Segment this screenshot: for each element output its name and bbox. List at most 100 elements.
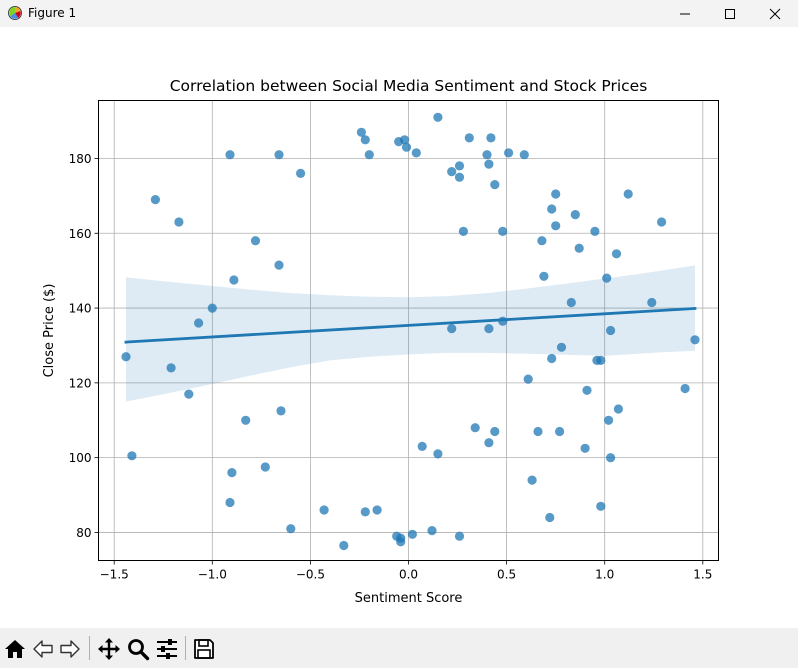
scatter-point — [458, 226, 468, 236]
confidence-band — [126, 265, 695, 402]
scatter-point — [582, 385, 592, 395]
scatter-point — [539, 271, 549, 281]
scatter-point — [486, 133, 496, 143]
scatter-point — [241, 415, 251, 425]
scatter-point — [166, 363, 176, 373]
scatter-point — [150, 195, 160, 205]
scatter-point — [184, 389, 194, 399]
scatter-point — [454, 172, 465, 182]
scatter-point — [556, 342, 567, 352]
scatter-point — [504, 148, 514, 158]
x-tick-label: −0.5 — [296, 568, 325, 582]
x-axis-label: Sentiment Score — [355, 591, 463, 606]
x-axis-ticks: −1.5 −1.0 −0.5 0.0 0.5 1.0 1.5 — [100, 560, 712, 582]
configure-subplots-button[interactable] — [154, 636, 180, 662]
scatter-point — [227, 468, 237, 478]
configure-subplots-icon — [157, 639, 177, 659]
window-titlebar: Figure 1 — [0, 0, 798, 27]
scatter-point — [174, 217, 184, 227]
scatter-point — [606, 453, 616, 463]
y-axis-ticks: 80 100 120 140 160 180 — [69, 152, 99, 540]
chart-title: Correlation between Social Media Sentime… — [170, 77, 648, 95]
scatter-point — [400, 135, 410, 145]
window-title: Figure 1 — [28, 6, 77, 20]
scatter-point — [490, 426, 500, 437]
toolbar-separator — [185, 636, 186, 660]
scatter-point — [566, 297, 576, 308]
x-tick-label: −1.5 — [100, 568, 129, 582]
scatter-point — [484, 324, 494, 334]
scatter-point — [596, 501, 606, 511]
pan-move-icon — [98, 638, 120, 660]
confidence-band-layer — [126, 265, 695, 402]
y-tick-label: 120 — [69, 376, 92, 390]
scatter-point — [207, 303, 217, 313]
scatter-point — [260, 462, 270, 472]
scatter-point — [545, 512, 555, 523]
y-tick-label: 140 — [69, 302, 92, 316]
scatter-point — [647, 297, 657, 308]
save-disk-icon — [194, 639, 214, 659]
x-tick-label: −1.0 — [198, 568, 227, 582]
save-button[interactable] — [191, 636, 217, 662]
x-tick-label: 1.0 — [595, 568, 614, 582]
scatter-point — [229, 275, 239, 285]
scatter-point — [527, 475, 537, 485]
scatter-point — [225, 150, 235, 160]
close-button[interactable] — [752, 0, 798, 27]
scatter-point — [225, 497, 235, 508]
scatter-point — [590, 226, 600, 236]
home-button[interactable] — [2, 636, 28, 662]
x-tick-label: 0.0 — [399, 568, 418, 582]
scatter-point — [250, 236, 261, 246]
maximize-button[interactable] — [707, 0, 753, 27]
scatter-point — [519, 150, 529, 160]
scatter-point — [447, 324, 457, 334]
scatter-point — [274, 150, 284, 160]
zoom-button[interactable] — [125, 636, 151, 662]
scatter-point — [127, 451, 137, 461]
scatter-point — [537, 236, 547, 246]
scatter-point — [356, 127, 366, 137]
scatter-point — [360, 507, 370, 517]
scatter-chart: Correlation between Social Media Sentime… — [42, 77, 719, 606]
scatter-point — [523, 374, 533, 384]
scatter-point — [433, 449, 443, 459]
navigation-toolbar — [0, 628, 798, 668]
scatter-point — [286, 524, 296, 534]
close-icon — [769, 8, 781, 19]
scatter-point — [498, 226, 508, 236]
scatter-point — [551, 221, 561, 231]
minimize-button[interactable] — [662, 0, 708, 27]
x-tick-label: 1.5 — [693, 568, 712, 582]
figure-canvas[interactable]: Correlation between Social Media Sentime… — [0, 27, 798, 628]
scatter-point — [604, 415, 614, 425]
scatter-point — [447, 167, 457, 177]
scatter-point — [411, 148, 421, 158]
scatter-point — [606, 325, 616, 336]
y-tick-label: 100 — [69, 451, 92, 465]
scatter-point — [596, 355, 606, 365]
y-tick-label: 180 — [69, 152, 92, 166]
home-icon — [5, 640, 25, 658]
scatter-point — [372, 505, 382, 515]
scatter-point — [396, 537, 406, 547]
scatter-point — [623, 189, 633, 199]
scatter-point — [319, 505, 329, 515]
scatter-point — [574, 243, 584, 253]
scatter-point — [547, 204, 557, 214]
scatter-point — [121, 352, 131, 362]
scatter-point — [194, 318, 204, 328]
scatter-point — [274, 260, 284, 270]
scatter-point — [401, 142, 412, 152]
scatter-point — [276, 406, 286, 416]
back-button[interactable] — [30, 636, 56, 662]
pan-button[interactable] — [96, 636, 122, 662]
zoom-magnifier-icon — [128, 639, 150, 661]
scatter-point — [551, 189, 561, 199]
scatter-point — [427, 526, 437, 536]
scatter-point — [657, 217, 667, 227]
forward-button[interactable] — [57, 636, 83, 662]
toolbar-separator — [89, 636, 90, 660]
forward-arrow-icon — [60, 640, 80, 658]
